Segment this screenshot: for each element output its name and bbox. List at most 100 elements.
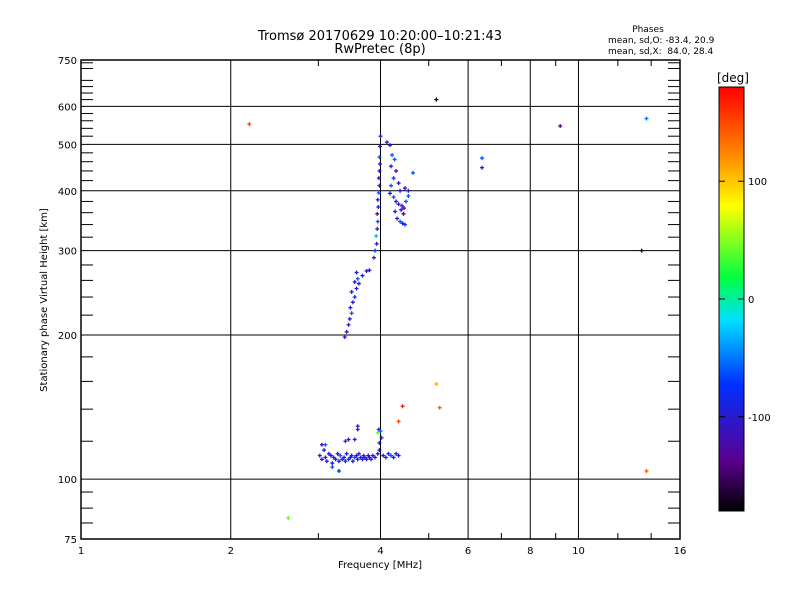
data-point xyxy=(381,453,386,458)
data-point xyxy=(376,190,381,195)
data-point xyxy=(344,451,349,456)
data-point xyxy=(344,329,349,334)
data-point xyxy=(437,405,442,410)
data-point xyxy=(343,459,348,464)
data-point xyxy=(644,116,649,121)
data-point xyxy=(396,419,401,424)
data-point xyxy=(639,248,644,253)
y-tick-label: 100 xyxy=(58,475,77,486)
data-point xyxy=(402,222,407,227)
y-axis-label: Stationary phase Virtual Height [km] xyxy=(39,208,50,392)
x-tick-label: 16 xyxy=(674,546,687,557)
colorbar-tick-label: -100 xyxy=(748,413,771,424)
data-point xyxy=(349,289,354,294)
data-point xyxy=(373,248,378,253)
data-point xyxy=(375,451,380,456)
data-point xyxy=(378,134,383,139)
tick-labels: 1 2 4 6 8 10 16 75 100 200 300 400 500 600 750 xyxy=(58,56,686,557)
data-point xyxy=(402,186,407,191)
data-point xyxy=(331,455,336,460)
data-point xyxy=(370,453,375,458)
y-tick-label: 75 xyxy=(64,535,77,546)
data-point xyxy=(323,455,328,460)
data-point xyxy=(434,381,439,386)
data-point xyxy=(401,211,406,216)
data-point xyxy=(389,453,394,458)
data-point xyxy=(373,455,378,460)
colorbar-ticks: 100 0 -100 xyxy=(719,177,771,424)
data-point xyxy=(377,448,382,453)
data-point xyxy=(355,276,360,281)
data-point xyxy=(391,195,396,200)
data-point xyxy=(376,176,381,181)
data-point xyxy=(396,181,401,186)
data-point xyxy=(374,241,379,246)
data-point xyxy=(377,155,382,160)
data-point xyxy=(375,430,380,435)
data-point xyxy=(406,188,411,193)
data-point xyxy=(391,455,396,460)
axis-ticks xyxy=(81,60,680,539)
data-point xyxy=(342,335,347,340)
x-tick-label: 8 xyxy=(527,546,533,557)
data-point xyxy=(352,295,357,300)
data-point xyxy=(400,404,405,409)
x-tick-label: 2 xyxy=(228,546,234,557)
colorbar-tick-label: 100 xyxy=(748,177,767,188)
data-point xyxy=(400,221,405,226)
data-point xyxy=(389,183,394,188)
data-point xyxy=(644,468,649,473)
data-point xyxy=(354,270,359,275)
data-point xyxy=(377,161,382,166)
data-point xyxy=(391,176,396,181)
data-point xyxy=(347,316,352,321)
data-point xyxy=(323,442,328,447)
data-point xyxy=(319,442,324,447)
data-point xyxy=(328,453,333,458)
data-point xyxy=(336,459,341,464)
legend-o-stats: mean, sd,O: -83.4, 20.9 xyxy=(608,36,715,46)
colorbar-tick-label: 0 xyxy=(748,295,754,306)
data-point xyxy=(346,322,351,327)
data-point xyxy=(356,451,361,456)
data-point xyxy=(374,233,379,238)
data-point xyxy=(377,144,382,149)
data-point xyxy=(396,453,401,458)
colorbar-label: [deg] xyxy=(717,71,749,85)
data-point xyxy=(326,451,331,456)
data-point xyxy=(349,453,354,458)
data-point xyxy=(348,305,353,310)
data-point xyxy=(375,211,380,216)
data-point xyxy=(333,457,338,462)
data-point xyxy=(388,143,393,148)
chart-title: Tromsø 20170629 10:20:00–10:21:43 xyxy=(257,29,502,44)
data-point xyxy=(379,435,384,440)
data-point xyxy=(394,451,399,456)
y-tick-label: 750 xyxy=(58,56,77,67)
data-point xyxy=(330,465,335,470)
data-point xyxy=(354,453,359,458)
plot-frame xyxy=(80,59,681,540)
data-point xyxy=(558,124,563,129)
data-point xyxy=(336,468,341,473)
data-point xyxy=(392,157,397,162)
data-point xyxy=(376,204,381,209)
data-point xyxy=(480,165,485,170)
data-point xyxy=(388,191,393,196)
data-point xyxy=(389,164,394,169)
data-point xyxy=(400,203,405,208)
data-point xyxy=(375,219,380,224)
data-point xyxy=(377,183,382,188)
data-point xyxy=(367,268,372,273)
data-point xyxy=(480,156,485,161)
data-point xyxy=(375,197,380,202)
data-point xyxy=(398,188,403,193)
data-point xyxy=(386,451,391,456)
y-tick-label: 500 xyxy=(58,140,77,151)
data-point xyxy=(346,437,351,442)
data-point xyxy=(360,457,365,462)
data-point xyxy=(377,440,382,445)
data-point xyxy=(369,457,374,462)
data-point xyxy=(402,206,407,211)
y-tick-label: 200 xyxy=(58,331,77,342)
